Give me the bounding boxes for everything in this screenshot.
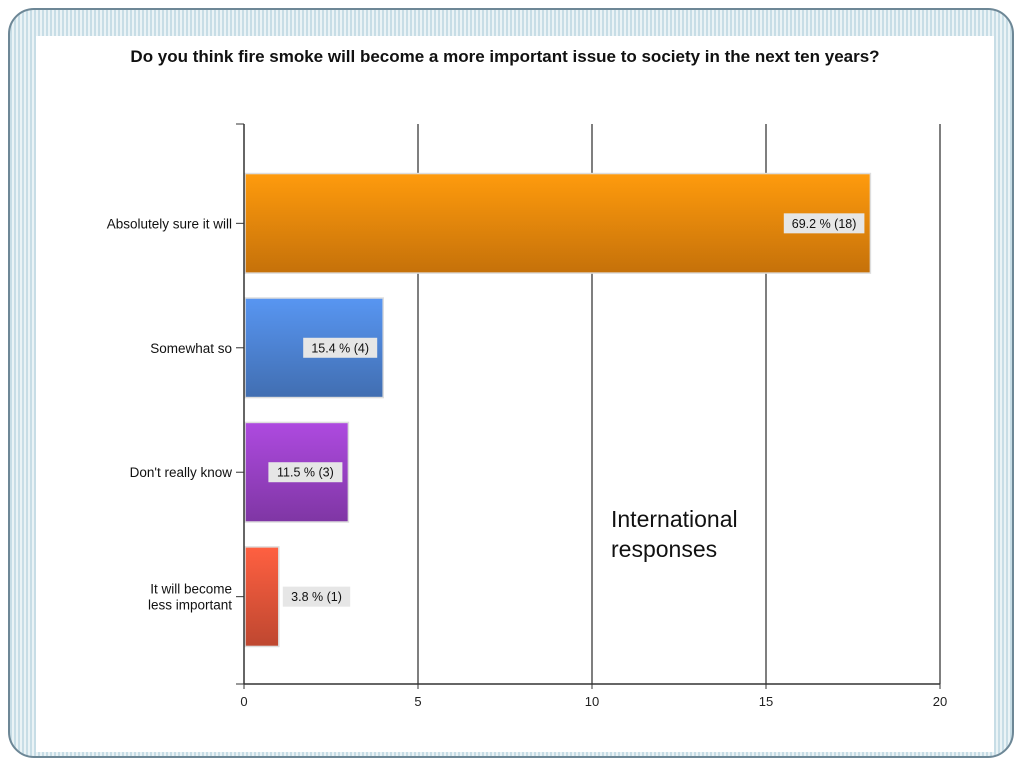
bars — [244, 172, 872, 648]
slide-panel — [36, 36, 994, 752]
bar-0 — [244, 172, 872, 274]
category-label: It will become less important — [148, 582, 232, 613]
data-label: 69.2 % (18) — [792, 217, 857, 231]
axes — [236, 123, 941, 689]
data-label-bg — [783, 213, 865, 234]
data-label-bg — [268, 462, 343, 483]
data-label: 11.5 % (3) — [277, 466, 334, 480]
x-tick-label: 15 — [759, 694, 773, 709]
chart-title: Do you think fire smoke will become a mo… — [130, 47, 880, 66]
category-label: Don't really know — [130, 465, 233, 480]
data-label-bg — [303, 337, 378, 358]
data-label-bg — [282, 586, 351, 607]
x-tick-label: 20 — [933, 694, 947, 709]
category-label: Somewhat so — [150, 341, 232, 356]
international-responses-note: International responses — [611, 506, 738, 562]
data-label: 3.8 % (1) — [291, 590, 342, 604]
x-tick-label: 10 — [585, 694, 599, 709]
category-label: Absolutely sure it will — [107, 216, 232, 231]
labels: 0 5 10 15 20 Absolutely sure it will 69.2 % (1… — [107, 213, 947, 709]
bar-3 — [244, 546, 280, 648]
x-tick-label: 5 — [414, 694, 421, 709]
slide-frame — [8, 8, 1014, 758]
data-label: 15.4 % (4) — [311, 341, 369, 355]
x-tick-label: 0 — [240, 694, 247, 709]
